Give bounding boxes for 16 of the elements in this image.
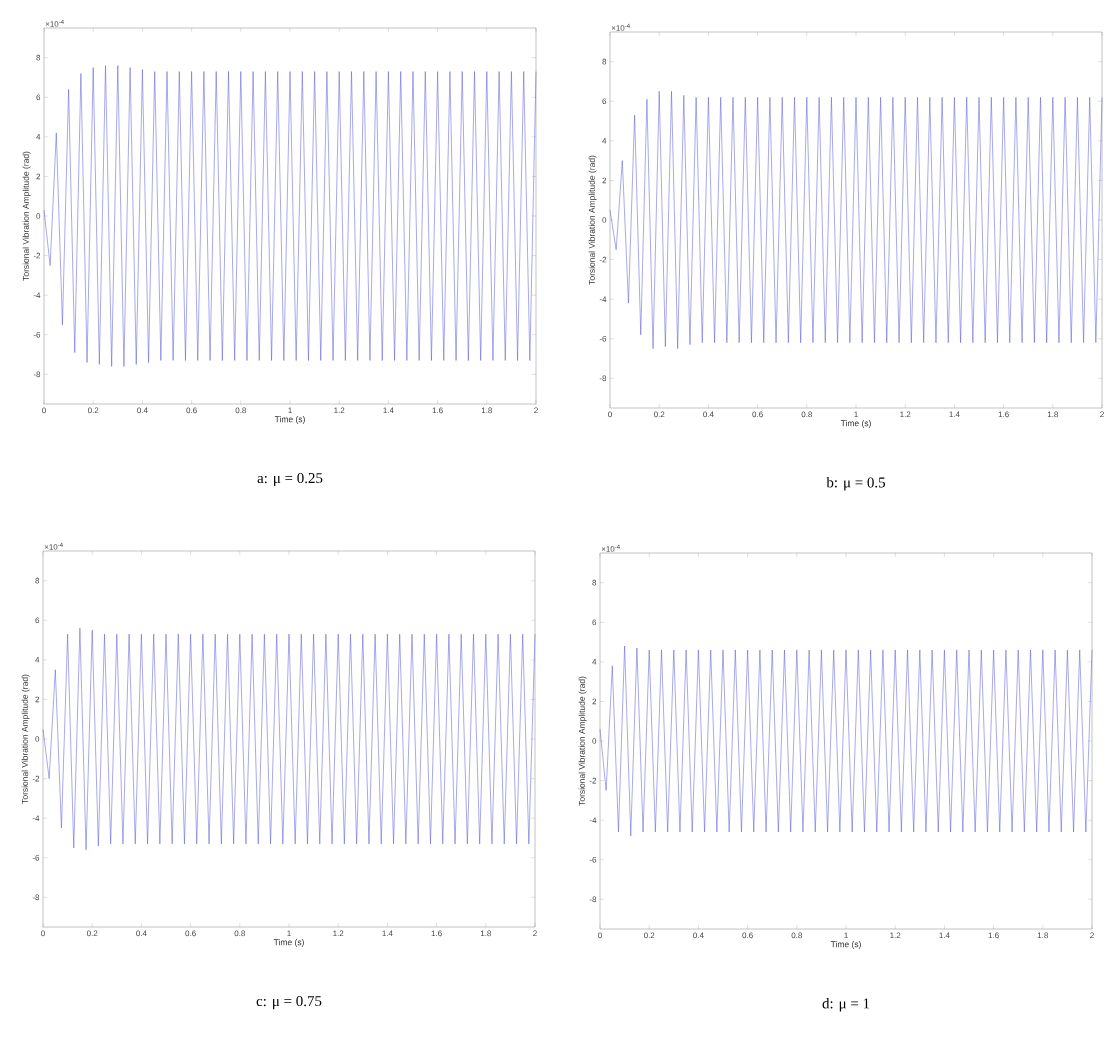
line-series [43, 65, 537, 367]
line-series [609, 91, 1103, 349]
y-axis-title: Torsional Vibration Amplitude (rad) [588, 155, 597, 285]
text: d: μ = 1 [822, 998, 870, 1012]
line-series [42, 627, 536, 851]
text: a: μ = 0.25 [257, 473, 323, 487]
text: c: μ = 0.75 [256, 996, 322, 1010]
x-axis-title: Time (s) [840, 420, 871, 428]
y-axis-title: Torsional Vibration Amplitude (rad) [578, 676, 587, 806]
y-axis-title: Torsional Vibration Amplitude (rad) [21, 674, 30, 804]
text: b: μ = 0.5 [826, 477, 886, 491]
y-axis-title: Torsional Vibration Amplitude (rad) [22, 151, 31, 281]
x-axis-title: Time (s) [830, 941, 861, 949]
line-series [599, 645, 1093, 837]
x-axis-title: Time (s) [274, 416, 305, 424]
x-axis-title: Time (s) [273, 939, 304, 947]
